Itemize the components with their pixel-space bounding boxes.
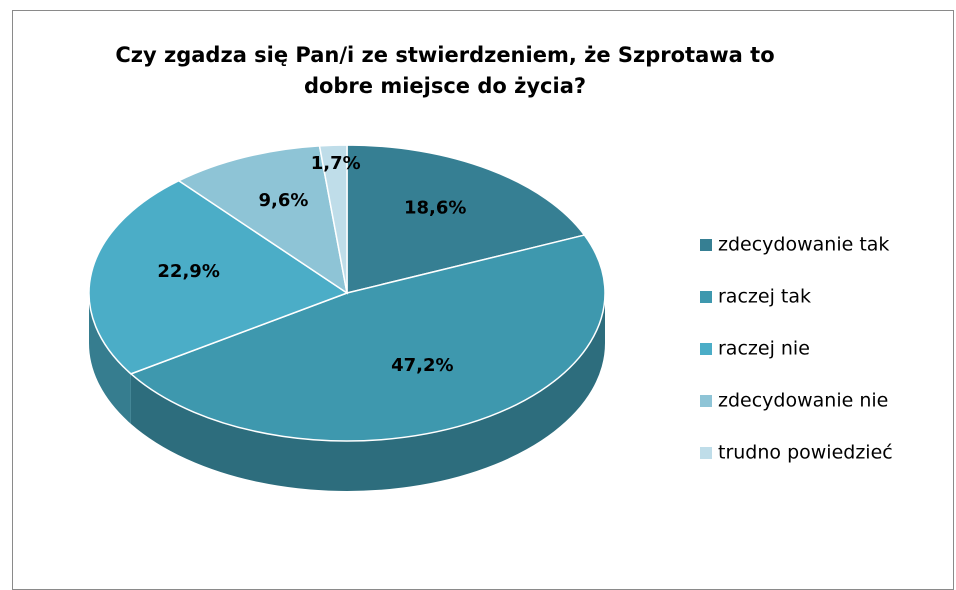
legend-swatch (700, 395, 712, 407)
legend-swatch (700, 239, 712, 251)
pie-slice (177, 145, 349, 295)
data-label: 47,2% (391, 355, 453, 376)
pie-side (89, 293, 131, 424)
pie-slice (129, 234, 606, 442)
data-label: 18,6% (404, 197, 466, 218)
legend-label: zdecydowanie nie (718, 390, 888, 412)
pie-side (130, 293, 605, 491)
legend-swatch (700, 447, 712, 459)
legend-swatch (700, 291, 712, 303)
legend-label: trudno powiedzieć (718, 442, 893, 464)
chart-title: Czy zgadza się Pan/i ze stwierdzeniem, ż… (115, 43, 775, 98)
data-label: 1,7% (311, 153, 361, 174)
data-label: 22,9% (157, 261, 219, 282)
pie-slice (346, 144, 586, 294)
legend-swatch (700, 343, 712, 355)
pie-slice (88, 179, 349, 375)
pie-slice (318, 144, 348, 294)
data-label: 9,6% (259, 190, 309, 211)
legend-label: raczej tak (718, 286, 811, 308)
legend-label: zdecydowanie tak (718, 234, 889, 256)
legend-label: raczej nie (718, 338, 810, 360)
